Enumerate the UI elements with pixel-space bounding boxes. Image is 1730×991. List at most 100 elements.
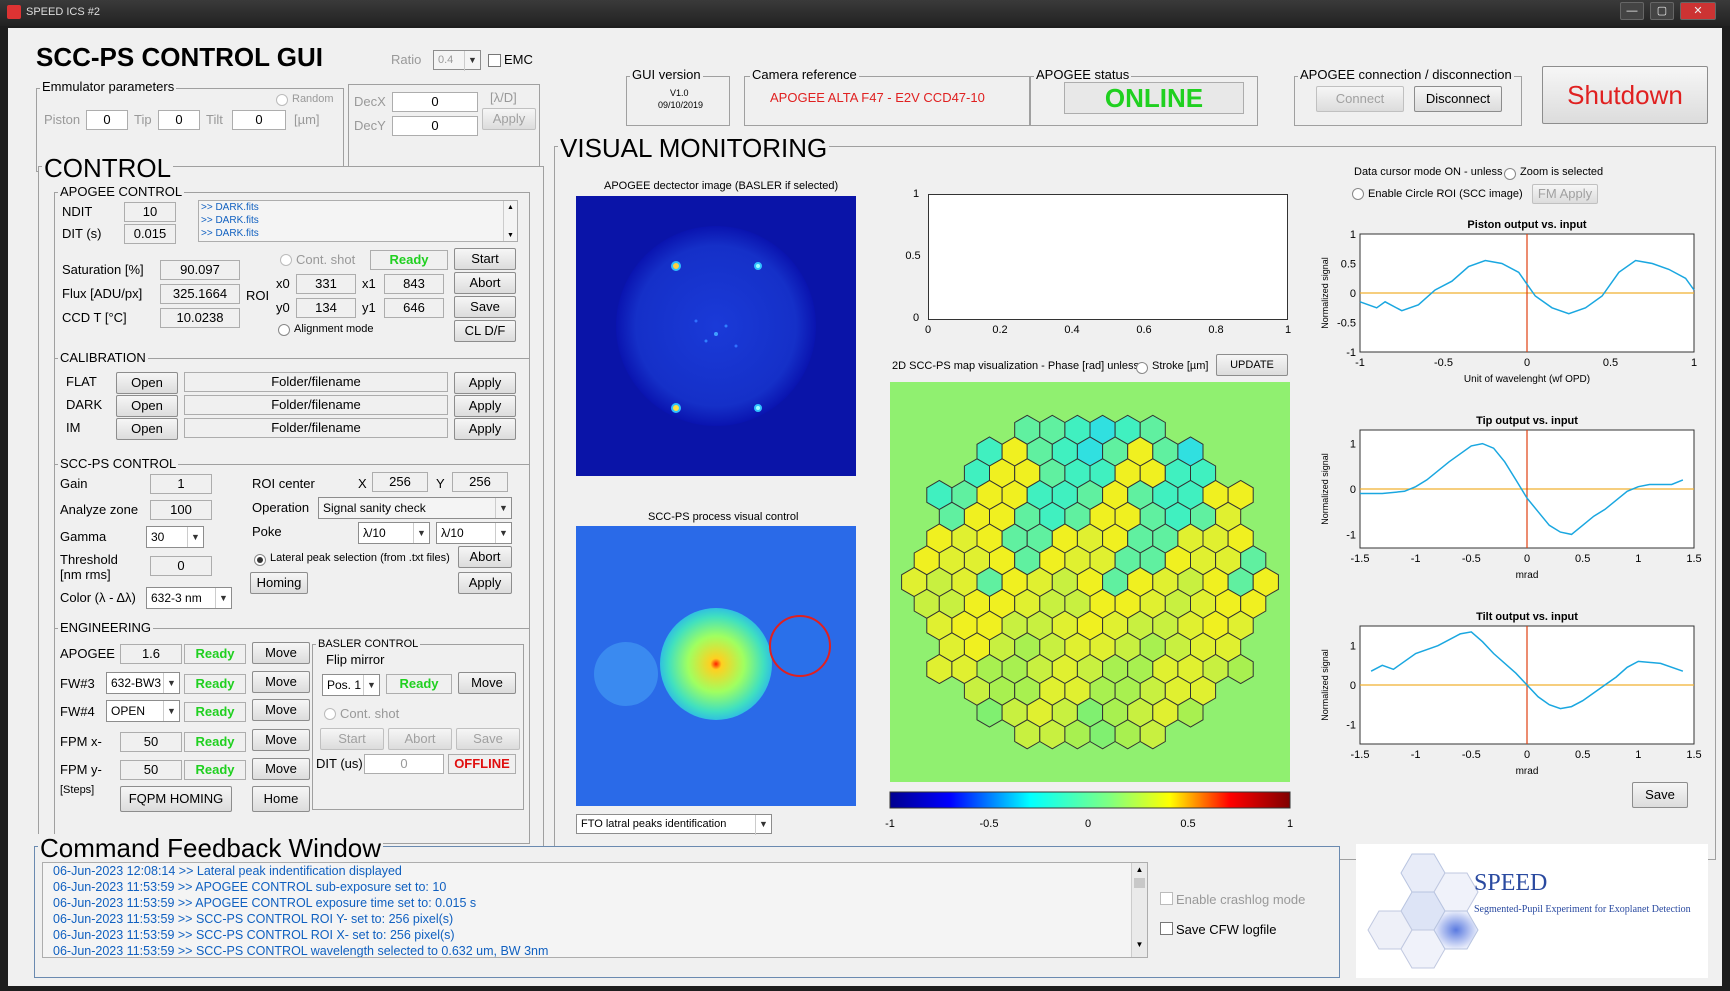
flat-open-button[interactable]: Open xyxy=(116,372,178,394)
fpm-y-value[interactable]: 50 xyxy=(120,760,182,780)
emc-checkbox[interactable] xyxy=(488,54,501,67)
file-listbox[interactable]: >> DARK.fits >> DARK.fits >> DARK.fits ▲… xyxy=(198,200,518,242)
homing-button[interactable]: Homing xyxy=(250,572,308,594)
ndit-input[interactable]: 10 xyxy=(124,202,176,222)
cl-df-button[interactable]: CL D/F xyxy=(454,320,516,342)
disconnect-button[interactable]: Disconnect xyxy=(1414,86,1502,112)
im-label: IM xyxy=(66,420,81,435)
sccps-process-image[interactable] xyxy=(576,526,856,806)
color-select[interactable]: 632-3 nm ▼ xyxy=(146,587,232,609)
cont-shot-radio[interactable] xyxy=(280,254,292,266)
basler-save-button[interactable]: Save xyxy=(456,728,520,750)
flat-apply-button[interactable]: Apply xyxy=(454,372,516,394)
random-radio[interactable] xyxy=(276,94,288,106)
decy-input[interactable]: 0 xyxy=(392,116,478,136)
x0-input[interactable]: 331 xyxy=(296,274,356,294)
feedback-log[interactable]: 06-Jun-2023 12:08:14 >> Lateral peak ind… xyxy=(42,862,1148,958)
basler-start-button[interactable]: Start xyxy=(320,728,384,750)
flux-value: 325.1664 xyxy=(160,284,240,304)
piston-chart[interactable]: Piston output vs. input -1 -0.5 0 0.5 1 1 0.5 0 -… xyxy=(1308,208,1708,398)
zoom-radio[interactable] xyxy=(1504,168,1516,180)
dark-open-button[interactable]: Open xyxy=(116,395,178,417)
im-apply-button[interactable]: Apply xyxy=(454,418,516,440)
flip-move-button[interactable]: Move xyxy=(458,672,516,694)
series-line xyxy=(1370,631,1684,710)
basler-cont-shot-radio[interactable] xyxy=(324,708,336,720)
x-axis-label: mrad xyxy=(1516,570,1539,581)
tilt-chart[interactable]: Tilt output vs. input -1.5 -1 -0.5 0 0.5 1 1.5 1… xyxy=(1308,600,1708,790)
emulator-apply-button[interactable]: Apply xyxy=(482,108,536,130)
fpm-y-move-button[interactable]: Move xyxy=(252,758,310,780)
file-list-item[interactable]: >> DARK.fits xyxy=(201,228,259,239)
circle-roi-radio[interactable] xyxy=(1352,188,1364,200)
fw3-select[interactable]: 632-BW3 ▼ xyxy=(106,672,180,694)
minimize-button[interactable]: — xyxy=(1620,2,1644,20)
circle-roi-label: Enable Circle ROI (SCC image) xyxy=(1368,188,1523,200)
fw3-move-button[interactable]: Move xyxy=(252,671,310,693)
empty-plot[interactable] xyxy=(928,194,1288,320)
threshold-input[interactable]: 0 xyxy=(150,556,212,576)
lateral-peak-radio[interactable] xyxy=(254,554,266,566)
alignment-mode-radio[interactable] xyxy=(278,324,290,336)
fw4-move-button[interactable]: Move xyxy=(252,699,310,721)
apogee-move-button[interactable]: Move xyxy=(252,642,310,664)
close-button[interactable]: ✕ xyxy=(1680,2,1716,20)
series-line xyxy=(1359,259,1695,315)
tilt-input[interactable]: 0 xyxy=(232,110,286,130)
apogee-abort-button[interactable]: Abort xyxy=(454,272,516,294)
apogee-start-button[interactable]: Start xyxy=(454,248,516,270)
fpm-x-move-button[interactable]: Move xyxy=(252,729,310,751)
x1-label: x1 xyxy=(362,276,376,291)
tip-input[interactable]: 0 xyxy=(158,110,200,130)
gain-input[interactable]: 1 xyxy=(150,474,212,494)
ratio-select[interactable]: 0.4 ▼ xyxy=(433,50,481,71)
flip-position-select[interactable]: Pos. 1 ▼ xyxy=(322,674,380,696)
update-button[interactable]: UPDATE xyxy=(1216,354,1288,376)
fpm-x-value[interactable]: 50 xyxy=(120,732,182,752)
dark-apply-button[interactable]: Apply xyxy=(454,395,516,417)
y0-input[interactable]: 134 xyxy=(296,298,356,318)
basler-dit-input[interactable]: 0 xyxy=(364,754,444,774)
poke-select-1[interactable]: λ/10 ▼ xyxy=(358,522,430,544)
apogee-status-value: ONLINE xyxy=(1064,82,1244,114)
fto-select[interactable]: FTO latral peaks identification ▼ xyxy=(576,814,772,835)
file-list-item[interactable]: >> DARK.fits xyxy=(201,202,259,213)
apogee-save-button[interactable]: Save xyxy=(454,296,516,318)
segmented-phase-map[interactable] xyxy=(890,382,1290,782)
tip-chart[interactable]: Tip output vs. input -1.5 -1 -0.5 0 0.5 1 1.5 1 0… xyxy=(1308,404,1708,594)
dit-input[interactable]: 0.015 xyxy=(124,224,176,244)
plots-save-button[interactable]: Save xyxy=(1632,782,1688,808)
x-tick-label: 0.5 xyxy=(1603,357,1618,369)
roi-x-input[interactable]: 256 xyxy=(372,472,428,492)
flux-label: Flux [ADU/px] xyxy=(62,286,143,301)
analyze-zone-input[interactable]: 100 xyxy=(150,500,212,520)
maximize-button[interactable]: ▢ xyxy=(1650,2,1674,20)
gamma-select[interactable]: 30 ▼ xyxy=(146,526,204,548)
stroke-radio[interactable] xyxy=(1136,362,1148,374)
basler-abort-button[interactable]: Abort xyxy=(388,728,452,750)
piston-input[interactable]: 0 xyxy=(86,110,128,130)
crashlog-checkbox[interactable] xyxy=(1160,892,1173,905)
im-open-button[interactable]: Open xyxy=(116,418,178,440)
fqpm-homing-button[interactable]: FQPM HOMING xyxy=(120,786,232,812)
operation-select[interactable]: Signal sanity check ▼ xyxy=(318,497,512,519)
fw4-select[interactable]: OPEN ▼ xyxy=(106,700,180,722)
listbox-scrollbar[interactable]: ▲ ▼ xyxy=(503,201,517,241)
fm-apply-button[interactable]: FM Apply xyxy=(1532,184,1598,204)
file-list-item[interactable]: >> DARK.fits xyxy=(201,215,259,226)
shutdown-button[interactable]: Shutdown xyxy=(1542,66,1708,124)
home-button[interactable]: Home xyxy=(252,786,310,812)
apogee-detector-image[interactable] xyxy=(576,196,856,476)
sccps-abort-button[interactable]: Abort xyxy=(458,546,512,568)
chevron-down-icon: ▼ xyxy=(163,673,179,693)
decx-input[interactable]: 0 xyxy=(392,92,478,112)
poke-select-2[interactable]: λ/10 ▼ xyxy=(436,522,512,544)
apogee-eng-value[interactable]: 1.6 xyxy=(120,644,182,664)
y1-input[interactable]: 646 xyxy=(384,298,444,318)
sccps-apply-button[interactable]: Apply xyxy=(458,572,512,594)
connect-button[interactable]: Connect xyxy=(1316,86,1404,112)
save-cfw-checkbox[interactable] xyxy=(1160,922,1173,935)
feedback-scrollbar[interactable]: ▲ ▼ xyxy=(1131,863,1147,957)
x1-input[interactable]: 843 xyxy=(384,274,444,294)
roi-y-input[interactable]: 256 xyxy=(452,472,508,492)
